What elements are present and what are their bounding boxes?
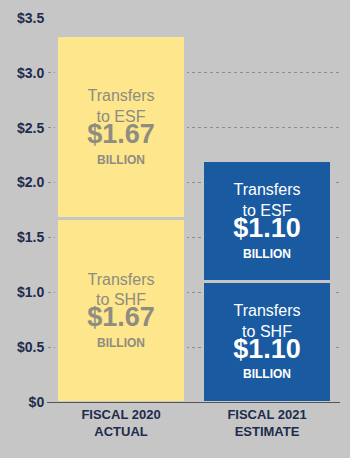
svg-text:$3.0: $3.0 bbox=[17, 65, 44, 81]
svg-text:$0: $0 bbox=[29, 394, 45, 410]
svg-text:$2.5: $2.5 bbox=[17, 120, 44, 136]
svg-text:$1.0: $1.0 bbox=[17, 284, 44, 300]
svg-text:Transfersto ESF$1.10BILLION: Transfersto ESF$1.10BILLION bbox=[233, 181, 301, 260]
svg-text:Transfersto ESF$1.67BILLION: Transfersto ESF$1.67BILLION bbox=[87, 87, 155, 166]
svg-text:$3.5: $3.5 bbox=[17, 10, 44, 26]
svg-text:Transfersto SHF$1.10BILLION: Transfersto SHF$1.10BILLION bbox=[233, 302, 301, 381]
svg-text:$0.5: $0.5 bbox=[17, 339, 44, 355]
svg-text:$1.5: $1.5 bbox=[17, 229, 44, 245]
svg-text:FISCAL 2021ESTIMATE: FISCAL 2021ESTIMATE bbox=[227, 407, 306, 439]
svg-text:FISCAL 2020ACTUAL: FISCAL 2020ACTUAL bbox=[81, 407, 160, 439]
svg-text:$2.0: $2.0 bbox=[17, 174, 44, 190]
svg-text:Transfersto SHF$1.67BILLION: Transfersto SHF$1.67BILLION bbox=[87, 271, 155, 350]
